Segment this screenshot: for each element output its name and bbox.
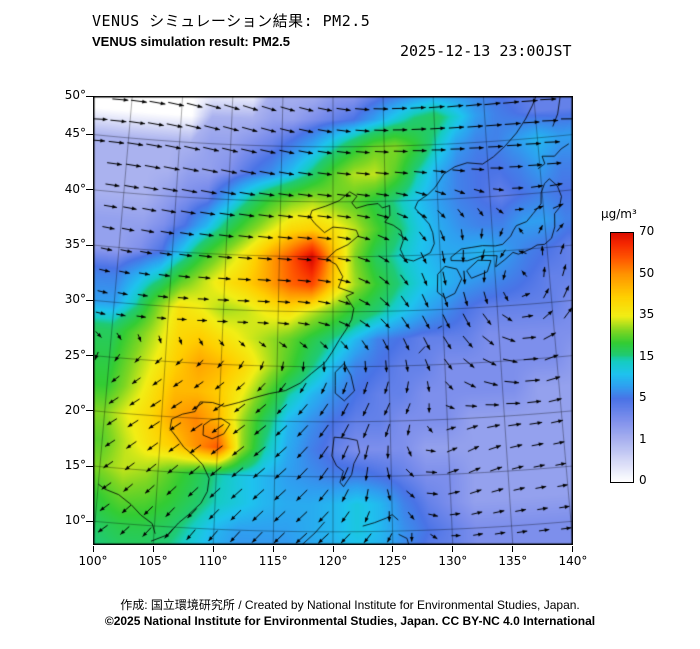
page-title-english: VENUS simulation result: PM2.5 — [92, 34, 290, 49]
lon-tick-label: 135° — [498, 554, 528, 568]
colorbar-tick-label: 0 — [639, 473, 647, 487]
colorbar-canvas — [610, 232, 634, 483]
lon-tick-label: 100° — [78, 554, 108, 568]
lat-tick-label: 50° — [64, 88, 86, 102]
lat-tick-mark — [86, 410, 93, 412]
lon-tick-label: 140° — [558, 554, 588, 568]
lat-tick-mark — [86, 133, 93, 135]
lat-tick-label: 10° — [64, 513, 86, 528]
lon-tick-mark — [272, 546, 274, 552]
colorbar-tick-label: 1 — [639, 431, 647, 446]
colorbar-tick-label: 15 — [639, 348, 655, 363]
lat-tick-label: 15° — [64, 458, 86, 472]
lat-tick-mark — [86, 355, 93, 357]
lat-tick-mark — [86, 95, 93, 97]
pm25-map-canvas — [93, 96, 573, 545]
lon-tick-mark — [392, 546, 394, 552]
lat-tick-mark — [86, 189, 93, 191]
lat-tick-label: 40° — [64, 181, 86, 196]
lat-tick-mark — [86, 465, 93, 467]
lon-tick-mark — [152, 546, 154, 552]
lon-tick-label: 125° — [378, 554, 408, 568]
lat-tick-mark — [86, 520, 93, 522]
footer-license: ©2025 National Institute for Environment… — [104, 614, 596, 628]
colorbar-tick-label: 70 — [639, 224, 655, 238]
lat-tick-label: 45° — [64, 126, 86, 141]
lon-tick-label: 115° — [258, 554, 288, 568]
lon-tick-mark — [332, 546, 334, 552]
lat-tick-label: 35° — [64, 237, 86, 252]
colorbar-tick-label: 50 — [639, 265, 655, 280]
lon-tick-label: 130° — [438, 554, 468, 568]
lat-tick-mark — [86, 299, 93, 301]
lon-tick-label: 110° — [198, 554, 228, 568]
lon-tick-label: 105° — [138, 554, 168, 568]
page-title-japanese: VENUS シミュレーション結果: PM2.5 — [92, 12, 371, 30]
colorbar-unit-label: μg/m³ — [601, 207, 637, 221]
simulation-timestamp: 2025-12-13 23:00JST — [400, 42, 572, 60]
lon-tick-mark — [452, 546, 454, 552]
lon-tick-mark — [572, 546, 574, 552]
lat-tick-label: 25° — [64, 347, 86, 362]
lat-tick-label: 20° — [64, 402, 86, 417]
lon-tick-mark — [212, 546, 214, 552]
lat-tick-label: 30° — [64, 292, 86, 307]
lon-tick-mark — [512, 546, 514, 552]
footer-credit: 作成: 国立環境研究所 / Created by National Instit… — [120, 598, 580, 612]
lat-tick-mark — [86, 244, 93, 246]
colorbar-tick-label: 35 — [639, 307, 655, 321]
lon-tick-mark — [92, 546, 94, 552]
colorbar-tick-label: 5 — [639, 390, 647, 404]
lon-tick-label: 120° — [318, 554, 348, 568]
